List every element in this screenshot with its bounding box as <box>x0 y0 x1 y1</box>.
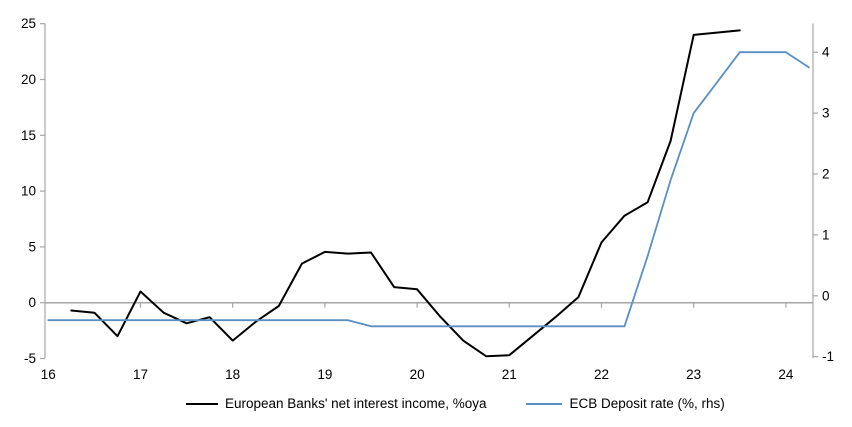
black-line-swatch-icon <box>186 402 218 405</box>
legend-label-ecb-deposit-rate: ECB Deposit rate (%, rhs) <box>569 396 725 411</box>
y-left-tick-label: 10 <box>21 184 36 199</box>
x-axis-tick-label: 17 <box>133 367 148 382</box>
y-left-tick-label: 5 <box>28 239 36 254</box>
x-axis-tick-label: 19 <box>317 367 332 382</box>
y-left-tick-label: -5 <box>24 351 36 366</box>
x-axis-tick-label: 18 <box>225 367 240 382</box>
legend-item-ecb-deposit-rate: ECB Deposit rate (%, rhs) <box>526 396 725 411</box>
y-left-tick-label: 20 <box>21 72 36 87</box>
series-line-ecb-deposit-rate <box>47 51 810 328</box>
y-right-tick-label: 3 <box>822 106 830 121</box>
y-right-tick-label: 2 <box>822 167 830 182</box>
y-right-tick-label: 1 <box>822 227 830 242</box>
x-axis-tick-label: 23 <box>686 367 701 382</box>
y-left-tick-label: 25 <box>21 16 36 31</box>
x-axis-tick-label: 16 <box>41 367 56 382</box>
y-left-tick-label: 0 <box>28 295 36 310</box>
x-axis-tick-label: 24 <box>778 367 794 382</box>
y-right-tick-label: 0 <box>822 288 830 303</box>
blue-line-swatch-icon <box>526 402 563 405</box>
legend-label-net-interest-income: European Banks' net interest income, %oy… <box>225 396 487 411</box>
legend: European Banks' net interest income, %oy… <box>186 396 725 411</box>
x-axis-tick-label: 21 <box>502 367 517 382</box>
y-right-tick-label: -1 <box>822 349 834 364</box>
y-left-tick-label: 15 <box>21 128 36 143</box>
x-axis-tick-label: 22 <box>594 367 609 382</box>
legend-item-net-interest-income: European Banks' net interest income, %oy… <box>186 396 486 411</box>
y-right-tick-label: 4 <box>822 45 830 60</box>
x-axis-tick-label: 20 <box>410 367 425 382</box>
series-line-net-interest-income <box>70 29 741 358</box>
